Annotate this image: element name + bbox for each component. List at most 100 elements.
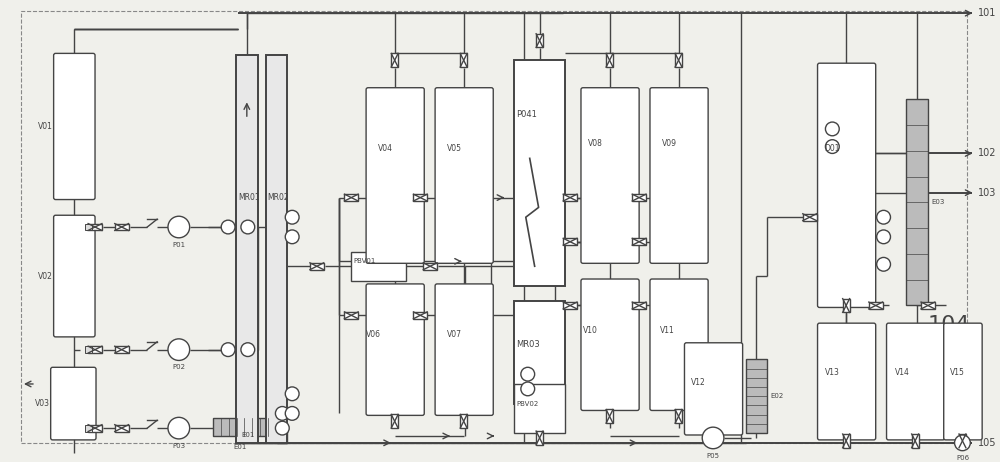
Text: MR03: MR03 (516, 340, 540, 349)
Text: V08: V08 (588, 139, 603, 148)
Circle shape (877, 257, 890, 271)
Bar (423, 263, 437, 270)
Bar (536, 431, 543, 445)
Circle shape (285, 210, 299, 224)
Text: V09: V09 (662, 139, 677, 148)
Circle shape (877, 210, 890, 224)
Bar (88, 346, 102, 353)
FancyBboxPatch shape (581, 88, 639, 263)
Bar (514, 301, 565, 404)
Bar (85, 425, 92, 432)
Circle shape (955, 435, 970, 451)
Circle shape (702, 427, 724, 449)
Bar (921, 302, 935, 309)
Bar (606, 54, 613, 67)
Bar (413, 194, 427, 201)
Bar (746, 359, 767, 433)
Bar (563, 302, 577, 309)
Bar (632, 238, 646, 245)
Text: 103: 103 (978, 188, 997, 198)
Bar (675, 54, 682, 67)
Text: 104: 104 (928, 315, 970, 335)
Bar (514, 60, 565, 286)
Bar (266, 55, 287, 443)
Circle shape (221, 220, 235, 234)
FancyBboxPatch shape (435, 88, 493, 263)
Bar (959, 434, 966, 448)
FancyBboxPatch shape (650, 88, 708, 263)
Text: D01: D01 (824, 144, 840, 153)
Text: P06: P06 (956, 455, 969, 461)
Text: E03: E03 (931, 200, 944, 206)
Bar (115, 224, 129, 231)
Circle shape (168, 339, 190, 360)
Circle shape (275, 421, 289, 435)
Text: P01: P01 (172, 242, 185, 248)
Bar (906, 99, 928, 305)
Bar (351, 251, 406, 281)
Text: PBV01: PBV01 (353, 258, 376, 264)
Text: 102: 102 (978, 148, 997, 158)
Bar (563, 238, 577, 245)
Text: V12: V12 (691, 377, 706, 387)
Circle shape (285, 407, 299, 420)
Bar (912, 434, 919, 448)
Text: MR02: MR02 (268, 193, 289, 202)
Text: V02: V02 (38, 272, 53, 280)
FancyBboxPatch shape (435, 284, 493, 415)
Bar (310, 263, 324, 270)
Circle shape (877, 230, 890, 243)
Bar (460, 414, 467, 428)
Circle shape (521, 367, 535, 381)
Text: V01: V01 (38, 122, 53, 131)
Text: E01: E01 (241, 432, 255, 438)
Text: P02: P02 (172, 365, 185, 371)
Bar (632, 194, 646, 201)
Text: P041: P041 (516, 109, 537, 119)
FancyBboxPatch shape (887, 323, 945, 440)
Text: 101: 101 (978, 8, 997, 18)
Bar (115, 425, 129, 432)
Text: V13: V13 (824, 368, 839, 377)
Text: P03: P03 (172, 443, 185, 449)
Circle shape (285, 230, 299, 243)
Bar (514, 384, 565, 433)
FancyBboxPatch shape (366, 88, 424, 263)
Text: V10: V10 (583, 326, 598, 334)
Circle shape (521, 382, 535, 396)
Bar (85, 346, 92, 353)
Bar (391, 414, 398, 428)
FancyBboxPatch shape (581, 279, 639, 410)
Bar (344, 312, 358, 319)
Bar (460, 54, 467, 67)
Circle shape (825, 122, 839, 136)
Bar (88, 224, 102, 231)
Bar (869, 302, 883, 309)
Circle shape (241, 220, 255, 234)
Bar (85, 224, 92, 231)
Bar (213, 418, 268, 436)
Bar (391, 54, 398, 67)
Bar (675, 409, 682, 423)
Bar (843, 434, 850, 448)
Text: V03: V03 (35, 399, 50, 408)
Text: MR01: MR01 (238, 193, 260, 202)
Bar (843, 298, 850, 312)
FancyBboxPatch shape (54, 215, 95, 337)
Text: V11: V11 (660, 326, 675, 334)
Text: E01: E01 (234, 444, 247, 450)
Text: P05: P05 (707, 453, 720, 459)
Bar (536, 34, 543, 48)
Text: V14: V14 (895, 368, 910, 377)
Text: PBV02: PBV02 (516, 401, 538, 407)
Bar (115, 346, 129, 353)
FancyBboxPatch shape (54, 54, 95, 200)
FancyBboxPatch shape (650, 279, 708, 410)
Bar (413, 312, 427, 319)
Circle shape (221, 343, 235, 357)
FancyBboxPatch shape (51, 367, 96, 440)
Bar (236, 55, 258, 443)
Text: V06: V06 (366, 330, 381, 340)
Circle shape (168, 417, 190, 439)
FancyBboxPatch shape (818, 63, 876, 308)
